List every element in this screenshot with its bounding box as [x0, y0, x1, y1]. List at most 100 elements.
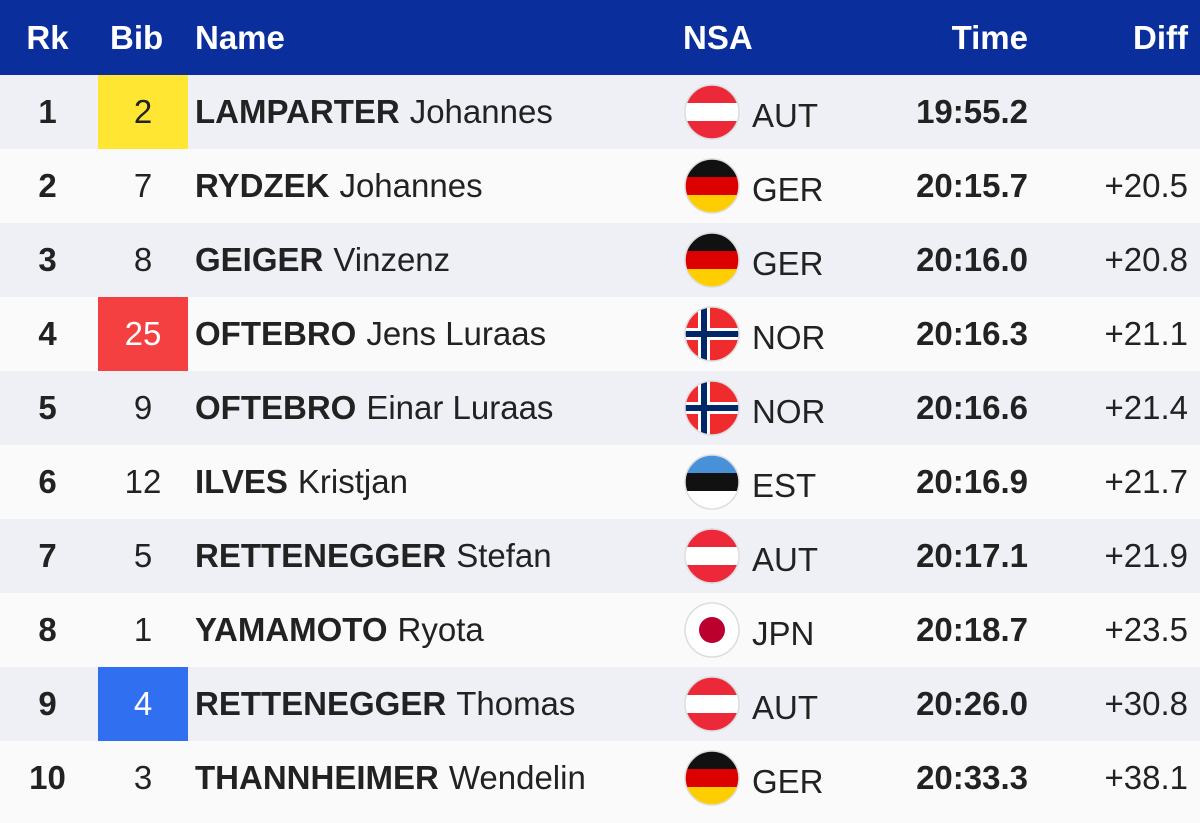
flag-ger-icon: [684, 223, 740, 297]
time-diff: +20.8: [1104, 241, 1189, 278]
table-row[interactable]: 10 3 THANNHEIMER Wendelin GER 20:33.3 +38…: [0, 741, 1200, 815]
header-name[interactable]: Name: [195, 18, 285, 56]
athlete-name[interactable]: YAMAMOTO Ryota: [195, 593, 484, 667]
rank: 2: [38, 167, 57, 204]
flag-jpn-icon: [684, 593, 740, 667]
last-name: THANNHEIMER: [195, 759, 439, 796]
table-row[interactable]: 2 7 RYDZEK Johannes GER 20:15.7 +20.5: [0, 149, 1200, 223]
time: 19:55.2: [916, 93, 1028, 130]
header-rk[interactable]: Rk: [26, 18, 69, 56]
athlete-name[interactable]: RETTENEGGER Thomas: [195, 667, 575, 741]
header-bib[interactable]: Bib: [110, 18, 164, 56]
first-name: Wendelin: [448, 759, 586, 796]
first-name: Johannes: [409, 93, 553, 130]
rank: 6: [38, 463, 57, 500]
time: 20:16.6: [916, 389, 1028, 426]
table-header: Rk Bib Name NSA Time Diff: [0, 0, 1200, 75]
bib-number: 1: [133, 611, 153, 648]
flag-est-icon: [684, 445, 740, 519]
bib-number: 2: [98, 75, 188, 149]
rank: 3: [38, 241, 57, 278]
table-row[interactable]: 4 25 OFTEBRO Jens Luraas NOR 20:16.3 +21.…: [0, 297, 1200, 371]
athlete-name[interactable]: GEIGER Vinzenz: [195, 223, 450, 297]
time-diff: +21.4: [1104, 389, 1189, 426]
time-diff: [1040, 75, 1188, 149]
nsa-code: EST: [752, 467, 817, 504]
flag-nor-icon: [684, 297, 740, 371]
header-diff[interactable]: Diff: [1133, 18, 1188, 56]
last-name: YAMAMOTO: [195, 611, 388, 648]
athlete-name[interactable]: OFTEBRO Jens Luraas: [195, 297, 546, 371]
rank: 8: [38, 611, 57, 648]
table-row[interactable]: 6 12 ILVES Kristjan EST 20:16.9 +21.7: [0, 445, 1200, 519]
table-row[interactable]: 1 2 LAMPARTER Johannes AUT 19:55.2: [0, 75, 1200, 149]
nsa-code: JPN: [752, 615, 815, 652]
flag-nor-icon: [684, 371, 740, 445]
results-table-body: 1 2 LAMPARTER Johannes AUT 19:55.2 2 7 RY…: [0, 75, 1200, 815]
last-name: LAMPARTER: [195, 93, 400, 130]
nsa-code: AUT: [752, 689, 818, 726]
nsa-code: NOR: [752, 393, 826, 430]
last-name: OFTEBRO: [195, 315, 357, 352]
first-name: Ryota: [397, 611, 484, 648]
athlete-name[interactable]: ILVES Kristjan: [195, 445, 408, 519]
athlete-name[interactable]: RETTENEGGER Stefan: [195, 519, 552, 593]
bib-number: 25: [98, 297, 188, 371]
table-row[interactable]: 3 8 GEIGER Vinzenz GER 20:16.0 +20.8: [0, 223, 1200, 297]
athlete-name[interactable]: THANNHEIMER Wendelin: [195, 741, 586, 815]
athlete-name[interactable]: LAMPARTER Johannes: [195, 75, 553, 149]
last-name: RETTENEGGER: [195, 537, 447, 574]
bib-number: 5: [133, 537, 153, 574]
first-name: Stefan: [456, 537, 552, 574]
nsa-code: NOR: [752, 319, 826, 356]
last-name: OFTEBRO: [195, 389, 357, 426]
flag-aut-icon: [684, 75, 740, 149]
time-diff: +20.5: [1104, 167, 1189, 204]
time: 20:16.3: [916, 315, 1028, 352]
table-row[interactable]: 8 1 YAMAMOTO Ryota JPN 20:18.7 +23.5: [0, 593, 1200, 667]
rank: 9: [38, 685, 57, 722]
nsa-code: GER: [752, 763, 824, 800]
time: 20:15.7: [916, 167, 1028, 204]
nsa-code: GER: [752, 171, 824, 208]
first-name: Johannes: [339, 167, 483, 204]
table-row[interactable]: 5 9 OFTEBRO Einar Luraas NOR 20:16.6 +21.…: [0, 371, 1200, 445]
header-time[interactable]: Time: [951, 18, 1028, 56]
time-diff: +23.5: [1104, 611, 1189, 648]
time: 20:18.7: [916, 611, 1028, 648]
athlete-name[interactable]: OFTEBRO Einar Luraas: [195, 371, 553, 445]
rank: 7: [38, 537, 57, 574]
nsa-code: GER: [752, 245, 824, 282]
header-nsa[interactable]: NSA: [683, 18, 753, 56]
nsa-code: AUT: [752, 541, 818, 578]
flag-aut-icon: [684, 667, 740, 741]
time-diff: +21.1: [1104, 315, 1189, 352]
bib-number: 4: [98, 667, 188, 741]
time: 20:17.1: [916, 537, 1028, 574]
bib-number: 9: [133, 389, 153, 426]
rank: 1: [38, 93, 57, 130]
table-row[interactable]: 7 5 RETTENEGGER Stefan AUT 20:17.1 +21.9: [0, 519, 1200, 593]
table-row[interactable]: 9 4 RETTENEGGER Thomas AUT 20:26.0 +30.8: [0, 667, 1200, 741]
last-name: ILVES: [195, 463, 288, 500]
nsa-code: AUT: [752, 97, 818, 134]
bib-number: 12: [124, 463, 162, 500]
bib-number: 3: [133, 759, 153, 796]
flag-ger-icon: [684, 149, 740, 223]
time-diff: +21.7: [1104, 463, 1189, 500]
time: 20:16.9: [916, 463, 1028, 500]
first-name: Vinzenz: [333, 241, 451, 278]
time-diff: +30.8: [1104, 685, 1189, 722]
athlete-name[interactable]: RYDZEK Johannes: [195, 149, 483, 223]
bib-number: 8: [133, 241, 153, 278]
first-name: Einar Luraas: [366, 389, 554, 426]
time: 20:26.0: [916, 685, 1028, 722]
flag-aut-icon: [684, 519, 740, 593]
time-diff: +21.9: [1104, 537, 1189, 574]
rank: 10: [29, 759, 66, 796]
bib-number: 7: [133, 167, 153, 204]
first-name: Kristjan: [297, 463, 408, 500]
first-name: Jens Luraas: [366, 315, 547, 352]
time: 20:33.3: [916, 759, 1028, 796]
rank: 4: [38, 315, 57, 352]
